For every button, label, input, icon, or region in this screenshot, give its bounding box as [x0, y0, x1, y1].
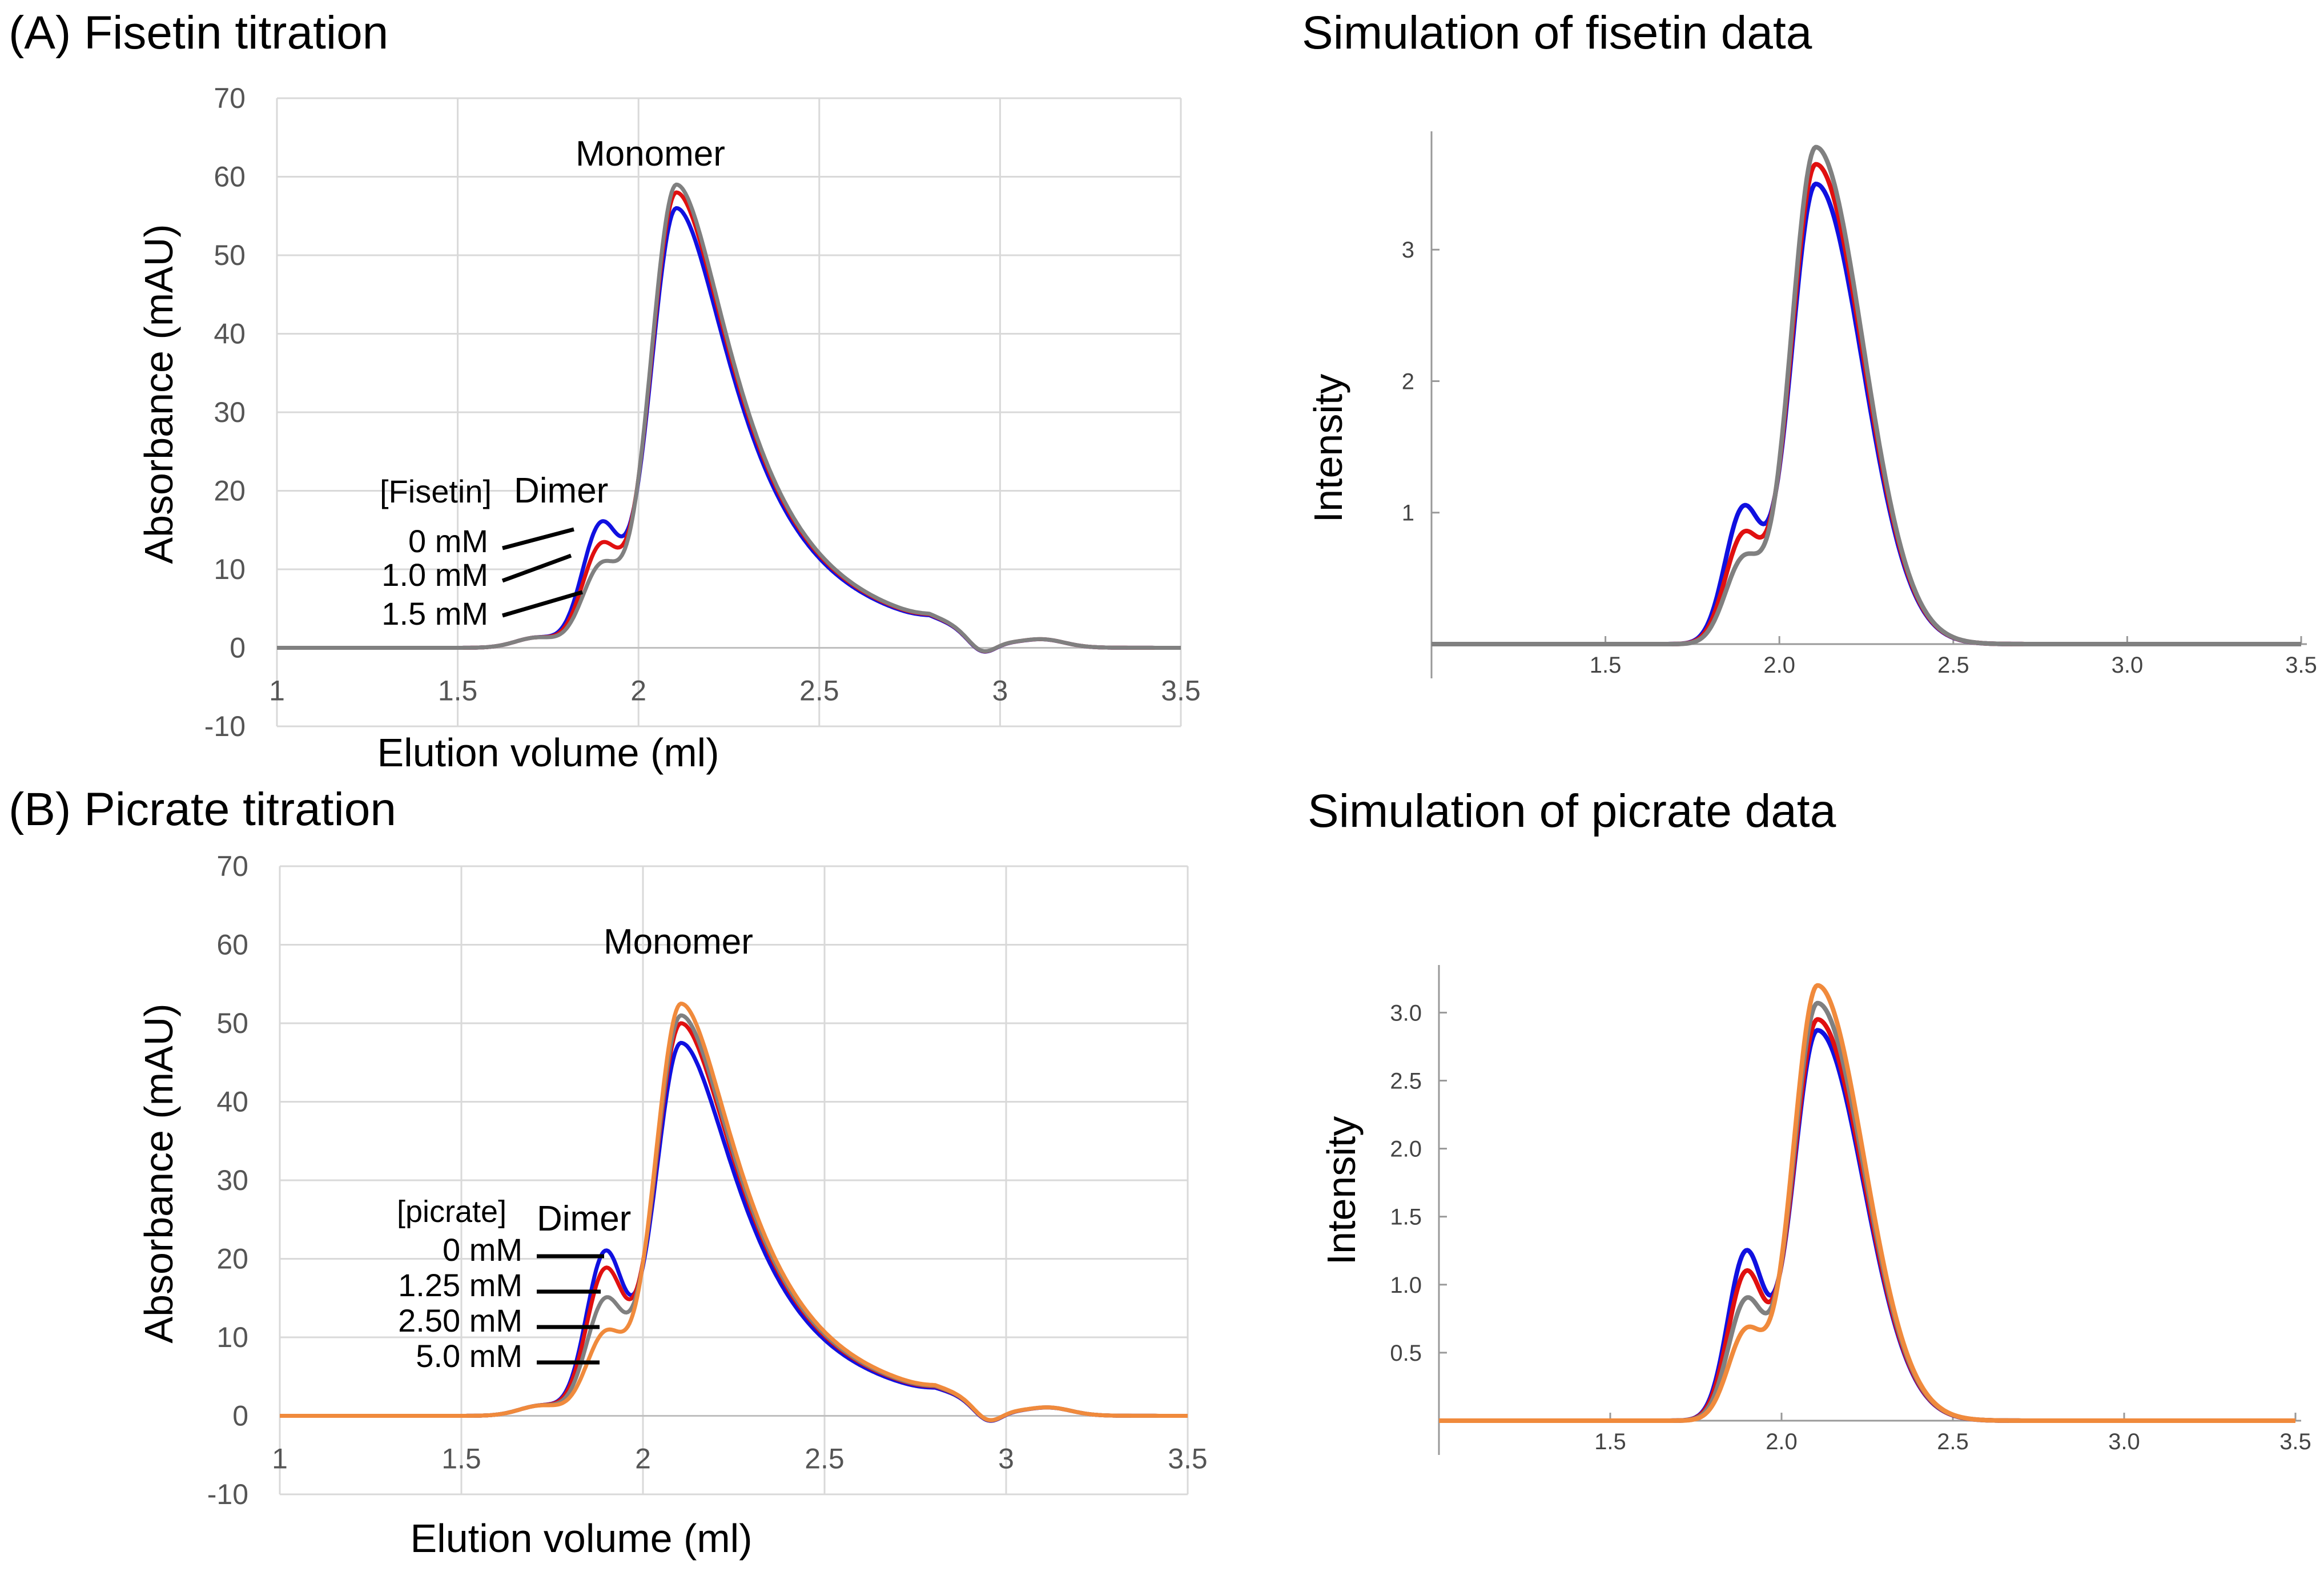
panel-a-pointer-2	[502, 590, 583, 618]
x-tick-label: 2	[635, 1443, 651, 1475]
y-tick-label: 3.0	[1390, 1000, 1422, 1026]
panel-a-legend-0: 0 mM	[408, 523, 488, 559]
x-tick-label: 1	[269, 675, 285, 707]
series-line-1-25-mm	[1438, 1017, 2297, 1423]
x-tick-label: 1.5	[1590, 653, 1622, 678]
x-tick-label: 3.0	[2112, 653, 2144, 678]
y-tick-label: 2.5	[1390, 1068, 1422, 1093]
panel-b-grid	[279, 865, 1189, 1495]
y-tick-label: 50	[214, 239, 246, 271]
y-tick-label: 60	[214, 161, 246, 193]
panel-b-legend-header: [picrate]	[397, 1195, 506, 1229]
series-line-0-mm	[1438, 1028, 2297, 1423]
panel-a-sim-title: Simulation of fisetin data	[1302, 7, 1812, 59]
y-tick-label: 40	[214, 318, 246, 350]
panel-b-sim-curves	[1438, 983, 2297, 1423]
x-tick-label: 2.5	[1937, 1429, 1969, 1454]
x-tick-label: 3.5	[1161, 675, 1201, 707]
x-tick-label: 3.5	[1168, 1443, 1208, 1475]
y-tick-label: -10	[204, 710, 246, 742]
panel-b-ticks: -10 0 10 20 30 40 50 60 70 1 1.5 2 2.5 3 3.5	[207, 850, 1208, 1510]
panel-b-xlabel: Elution volume (ml)	[410, 1516, 752, 1561]
panel-a: (A) Fisetin titration -10 0 10 20 30 40 50 60 70…	[9, 7, 1201, 775]
series-line-5-0-mm	[1438, 983, 2297, 1423]
x-tick-label: 2.5	[799, 675, 839, 707]
panel-a-sim-ylabel: Intensity	[1306, 374, 1350, 523]
y-tick-label: 30	[216, 1164, 248, 1196]
panel-a-sim-ticks: 1 2 3 1.5 2.0 2.5 3.0 3.5	[1402, 131, 2317, 678]
panel-a-sim-curves	[1430, 144, 2302, 646]
panel-a-monomer-label: Monomer	[576, 134, 725, 174]
x-tick-label: 1.5	[441, 1443, 481, 1475]
panel-a-xlabel: Elution volume (ml)	[377, 730, 719, 775]
panel-a-ticks: -10 0 10 20 30 40 50 60 70 1 1.5 2 2.5 3 3.5	[204, 82, 1201, 742]
y-tick-label: 20	[214, 475, 246, 507]
y-tick-label: 0.5	[1390, 1341, 1422, 1366]
y-tick-label: 10	[216, 1321, 248, 1353]
y-tick-label: 0	[230, 632, 246, 664]
panel-a-grid	[276, 97, 1182, 727]
y-tick-label: 10	[214, 553, 246, 585]
series-line-1-5-mm	[276, 182, 1181, 653]
series-line-1-0-mm	[1430, 162, 2302, 646]
y-tick-label: 1.5	[1390, 1205, 1422, 1230]
panel-b-legend-1: 1.25 mM	[398, 1267, 522, 1303]
panel-a-pointer-1	[501, 553, 572, 583]
x-tick-label: 2.0	[1763, 653, 1795, 678]
series-line-5-0-mm	[279, 1002, 1188, 1422]
y-tick-label: 30	[214, 396, 246, 428]
y-tick-label: -10	[207, 1478, 248, 1510]
y-tick-label: 60	[216, 929, 248, 961]
x-tick-label: 2	[630, 675, 646, 707]
panel-a-sim: Simulation of fisetin data 1 2 3 1.5 2.0 2.5 3…	[1302, 7, 2317, 678]
panel-b-monomer-label: Monomer	[604, 922, 753, 962]
panel-a-dimer-label: Dimer	[514, 471, 608, 510]
x-tick-label: 3.5	[2279, 1429, 2311, 1454]
panel-b-sim-ylabel: Intensity	[1319, 1116, 1364, 1265]
x-tick-label: 1.5	[438, 675, 478, 707]
y-tick-label: 3	[1402, 238, 1414, 263]
y-tick-label: 50	[216, 1007, 248, 1039]
panel-b-legend-0: 0 mM	[443, 1232, 522, 1268]
series-line-0-mm	[1430, 182, 2302, 646]
x-tick-label: 1.5	[1594, 1429, 1626, 1454]
panel-a-title: (A) Fisetin titration	[9, 7, 388, 59]
x-tick-label: 2.5	[805, 1443, 845, 1475]
panel-a-ylabel: Absorbance (mAU)	[136, 224, 181, 564]
panel-a-curves	[276, 182, 1181, 654]
x-tick-label: 3.5	[2285, 653, 2317, 678]
panel-b-sim: Simulation of picrate data 0.5 1.0 1.5 2.0 2…	[1308, 785, 2311, 1455]
x-tick-label: 3	[992, 675, 1008, 707]
panel-b: (B) Picrate titration -10 0 10 20 30 40 50 60 70…	[9, 783, 1208, 1561]
x-tick-label: 1	[272, 1443, 288, 1475]
y-tick-label: 70	[214, 82, 246, 114]
panel-b-ylabel: Absorbance (mAU)	[136, 1003, 181, 1343]
y-tick-label: 2	[1402, 369, 1414, 394]
panel-a-legend-1: 1.0 mM	[381, 557, 488, 593]
y-tick-label: 1	[1402, 501, 1414, 526]
x-tick-label: 2.0	[1766, 1429, 1798, 1454]
panel-b-dimer-label: Dimer	[537, 1199, 631, 1239]
x-tick-label: 3.0	[2108, 1429, 2140, 1454]
panel-b-curves	[279, 1002, 1188, 1423]
y-tick-label: 70	[216, 850, 248, 882]
panel-a-legend-header: [Fisetin]	[380, 473, 492, 509]
panel-b-title: (B) Picrate titration	[9, 783, 396, 835]
y-tick-label: 0	[232, 1400, 248, 1432]
panel-a-pointer-0	[502, 527, 574, 550]
y-tick-label: 2.0	[1390, 1137, 1422, 1162]
panel-b-legend-3: 5.0 mM	[416, 1338, 522, 1374]
x-tick-label: 2.5	[1937, 653, 1969, 678]
y-tick-label: 20	[216, 1243, 248, 1275]
y-tick-label: 40	[216, 1086, 248, 1118]
x-tick-label: 3	[998, 1443, 1014, 1475]
y-tick-label: 1.0	[1390, 1273, 1422, 1298]
panel-b-sim-title: Simulation of picrate data	[1308, 785, 1836, 837]
series-line-1-5-mm	[1430, 144, 2302, 646]
panel-b-legend-2: 2.50 mM	[398, 1302, 522, 1338]
panel-b-sim-ticks: 0.5 1.0 1.5 2.0 2.5 3.0 1.5 2.0 2.5 3.0 3.5	[1390, 965, 2311, 1455]
panel-a-legend-2: 1.5 mM	[381, 596, 488, 632]
